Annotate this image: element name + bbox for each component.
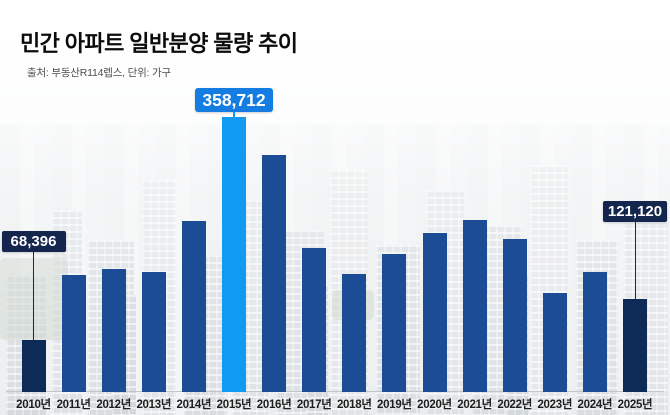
x-axis-label-2020년: 2020년 bbox=[417, 399, 452, 411]
x-axis-label-2023년: 2023년 bbox=[537, 399, 573, 411]
x-axis-label-2015년: 2015년 bbox=[216, 399, 252, 411]
x-axis-label-2021년: 2021년 bbox=[457, 399, 492, 411]
x-axis-label-2025년: 2025년 bbox=[617, 399, 653, 411]
bar-2022년 bbox=[502, 239, 527, 392]
chart-source: 출처: 부동산R114렙스, 단위: 가구 bbox=[27, 67, 171, 79]
x-axis-label-2013년: 2013년 bbox=[136, 399, 172, 411]
bar-2011년 bbox=[61, 275, 86, 392]
bar-2021년 bbox=[462, 220, 487, 392]
bar-2016년 bbox=[262, 155, 287, 392]
x-axis-label-2024년: 2024년 bbox=[577, 399, 613, 411]
x-axis-line bbox=[6, 391, 664, 392]
x-axis-label-2017년: 2017년 bbox=[296, 399, 332, 411]
bar-2012년 bbox=[101, 269, 126, 392]
x-axis-label-2022년: 2022년 bbox=[497, 399, 533, 411]
callout-connector-line bbox=[634, 222, 636, 299]
bar-2017년 bbox=[302, 248, 327, 392]
x-axis-label-2011년: 2011년 bbox=[56, 399, 91, 411]
x-axis-label-2010년: 2010년 bbox=[16, 399, 51, 411]
value-callout-2010년: 68,396 bbox=[1, 231, 66, 252]
bar-2014년 bbox=[181, 221, 206, 392]
bar-2018년 bbox=[342, 274, 367, 392]
value-callout-2015년: 358,712 bbox=[195, 88, 273, 112]
bar-2013년 bbox=[141, 272, 166, 392]
callout-connector-line bbox=[233, 112, 235, 117]
bar-2025년 bbox=[623, 299, 647, 392]
bar-2024년 bbox=[582, 272, 607, 392]
bar-2019년 bbox=[382, 254, 407, 392]
x-axis-label-2016년: 2016년 bbox=[256, 399, 292, 411]
bar-2020년 bbox=[422, 233, 447, 392]
value-callout-2025년: 121,120 bbox=[603, 201, 667, 222]
callout-connector-line bbox=[33, 252, 34, 340]
chart-header: 민간 아파트 일반분양 물량 추이 출처: 부동산R114렙스, 단위: 가구 bbox=[20, 26, 298, 80]
x-axis-label-2014년: 2014년 bbox=[176, 399, 212, 411]
x-axis-label-2018년: 2018년 bbox=[336, 399, 372, 411]
x-axis-label-2012년: 2012년 bbox=[96, 399, 132, 411]
bar-2023년 bbox=[542, 293, 567, 392]
bar-2015년 bbox=[222, 117, 246, 392]
x-axis-label-2019년: 2019년 bbox=[377, 399, 412, 411]
bar-2010년 bbox=[21, 340, 46, 392]
chart-title: 민간 아파트 일반분양 물량 추이 bbox=[20, 31, 298, 56]
